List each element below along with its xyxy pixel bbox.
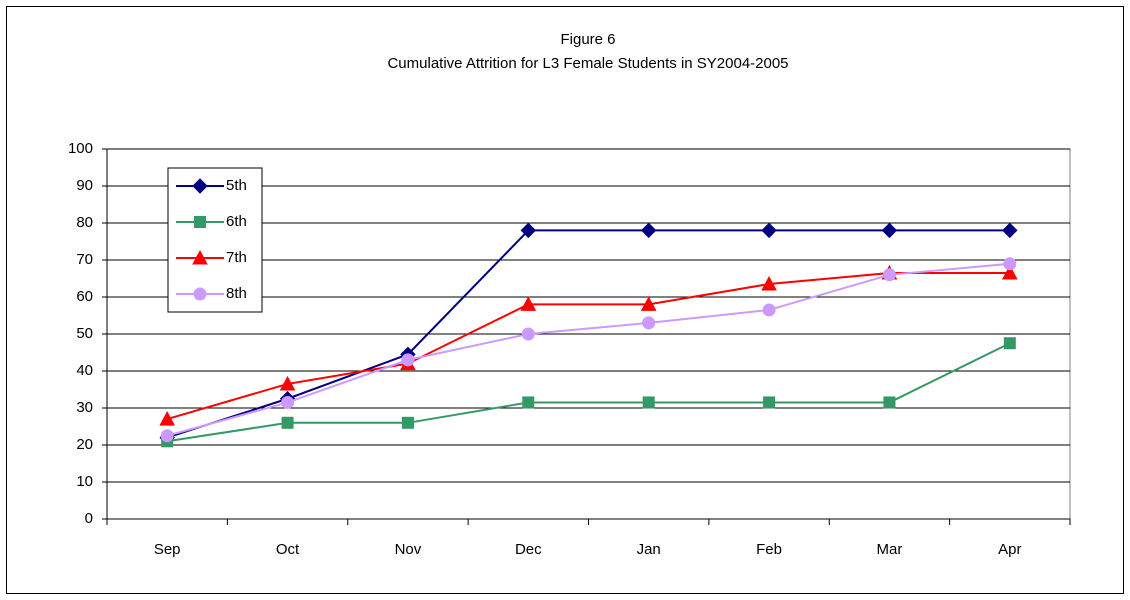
x-tick-label: Feb xyxy=(756,541,782,558)
marker xyxy=(160,429,174,443)
legend-box xyxy=(167,167,263,313)
series-line xyxy=(166,229,1010,439)
marker xyxy=(1003,337,1016,350)
marker xyxy=(642,316,656,330)
marker xyxy=(881,222,898,239)
marker xyxy=(281,395,295,409)
marker xyxy=(192,178,208,194)
y-tick-label: 20 xyxy=(76,436,93,453)
marker xyxy=(640,222,657,239)
x-tick-label: Oct xyxy=(276,541,300,558)
y-tick-label: 30 xyxy=(76,399,93,416)
marker xyxy=(1003,257,1017,271)
series-line xyxy=(166,262,1010,437)
marker xyxy=(763,396,776,409)
marker xyxy=(1001,264,1018,280)
y-tick-label: 60 xyxy=(76,288,93,305)
y-tick-label: 10 xyxy=(76,473,93,490)
marker xyxy=(192,249,208,265)
marker xyxy=(761,275,777,291)
series-line xyxy=(166,271,1010,421)
legend-label: 6th xyxy=(226,213,247,230)
legend-label: 5th xyxy=(226,177,247,194)
marker xyxy=(279,375,296,391)
marker xyxy=(882,268,896,282)
marker xyxy=(761,222,777,239)
marker xyxy=(520,296,537,311)
marker xyxy=(520,222,537,239)
y-tick-label: 40 xyxy=(76,362,93,379)
y-tick-label: 50 xyxy=(76,325,93,342)
chart-title: Figure 6 xyxy=(560,31,615,48)
y-tick-label: 90 xyxy=(76,177,93,194)
marker xyxy=(522,396,535,409)
y-tick-label: 70 xyxy=(76,251,93,268)
marker xyxy=(159,411,176,426)
marker xyxy=(762,303,776,317)
x-tick-label: Nov xyxy=(395,541,422,558)
marker xyxy=(640,296,657,311)
series-line xyxy=(167,342,1011,443)
x-tick-label: Jan xyxy=(637,541,661,558)
y-tick-label: 80 xyxy=(76,214,93,231)
y-tick-label: 0 xyxy=(85,510,93,527)
y-tick-label: 100 xyxy=(68,140,93,157)
marker xyxy=(401,353,415,367)
marker xyxy=(883,396,896,409)
x-tick-label: Mar xyxy=(877,541,903,558)
marker xyxy=(401,416,414,429)
legend-label: 8th xyxy=(226,285,247,302)
marker xyxy=(521,327,535,341)
x-tick-label: Dec xyxy=(515,541,542,558)
marker xyxy=(193,287,207,301)
marker xyxy=(642,396,655,409)
legend-label: 7th xyxy=(226,249,247,266)
marker xyxy=(1002,222,1018,239)
marker xyxy=(194,216,206,228)
x-tick-label: Sep xyxy=(154,541,181,558)
chart-subtitle: Cumulative Attrition for L3 Female Stude… xyxy=(387,55,788,72)
marker xyxy=(281,416,294,429)
x-tick-label: Apr xyxy=(998,541,1021,558)
